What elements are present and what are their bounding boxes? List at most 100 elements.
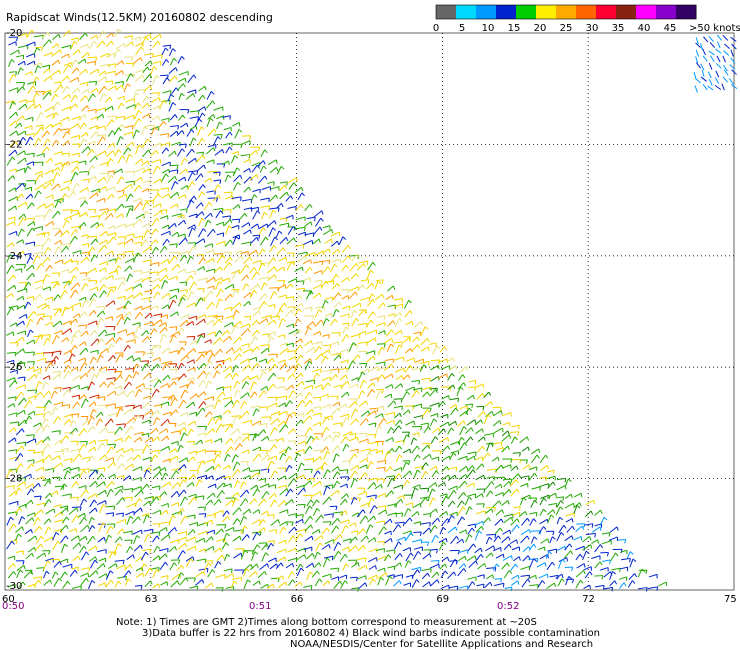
wind-barb-flag (466, 466, 469, 471)
wind-barb (115, 447, 123, 454)
wind-barb (150, 150, 157, 157)
wind-barb (36, 313, 45, 316)
wind-barb (70, 448, 80, 452)
wind-barb-flag (86, 105, 90, 110)
wind-barb-flag (218, 318, 222, 323)
wind-barb-flag (159, 34, 162, 39)
wind-barb (248, 149, 257, 157)
wind-barb (134, 498, 140, 507)
wind-barb (213, 315, 224, 318)
wind-barb (324, 238, 332, 244)
wind-barb-flag (173, 57, 177, 62)
wind-barb-flag (338, 402, 341, 407)
wind-barb-flag (71, 431, 74, 436)
wind-barb-flag (245, 498, 249, 503)
wind-barb-flag (238, 353, 242, 358)
wind-barb (213, 133, 223, 136)
wind-barb-flag (19, 507, 23, 512)
wind-barb-flag (176, 231, 180, 237)
wind-barb-flag (119, 354, 124, 358)
wind-barb-flag (300, 372, 304, 378)
wind-barb (414, 358, 424, 364)
wind-barb (304, 204, 311, 212)
wind-barb-flag (390, 427, 395, 431)
wind-barb (17, 304, 25, 310)
wind-barb (96, 354, 101, 364)
wind-barb-flag (147, 138, 151, 143)
wind-barb-flag (212, 114, 216, 119)
wind-barb (367, 382, 374, 389)
wind-barb (520, 535, 528, 544)
wind-barb-flag (292, 226, 297, 230)
wind-barb (239, 212, 246, 220)
wind-barb-flag (110, 158, 114, 162)
wind-barb-flag (425, 497, 429, 502)
wind-barb (268, 353, 278, 356)
wind-barb-flag (482, 392, 485, 397)
wind-barb (495, 491, 504, 497)
wind-barb-flag (121, 203, 125, 208)
wind-barb (207, 417, 213, 426)
wind-barb (223, 396, 232, 400)
wind-barb-flag (295, 177, 298, 182)
wind-barb (204, 380, 210, 389)
wind-barb (60, 245, 67, 253)
wind-barb (297, 462, 302, 473)
wind-barb-flag (56, 490, 59, 495)
wind-barb (350, 310, 355, 318)
wind-barb (251, 319, 257, 327)
wind-barb (340, 277, 349, 283)
wind-barb (123, 250, 134, 253)
wind-barb (117, 95, 125, 100)
wind-barb (351, 377, 359, 381)
wind-barb (369, 366, 378, 372)
wind-barb-flag (517, 473, 521, 478)
wind-barb (54, 81, 62, 84)
wind-barb-flag (528, 464, 531, 469)
wind-barb-flag (483, 475, 486, 480)
wind-barb (394, 521, 405, 524)
wind-barb-flag (112, 355, 116, 360)
wind-barb (106, 377, 116, 380)
wind-barb (540, 494, 550, 499)
wind-barb-flag (191, 227, 196, 231)
wind-barb (17, 32, 27, 38)
wind-barb-flag (240, 196, 242, 201)
wind-barb-flag (168, 534, 171, 539)
wind-barb (98, 70, 106, 76)
wind-barb-flag (150, 60, 153, 65)
wind-barb (412, 403, 422, 408)
wind-barb (60, 507, 67, 515)
wind-barb (25, 53, 35, 58)
wind-barb-flag (219, 363, 223, 368)
wind-barb (519, 475, 530, 479)
wind-barb-flag (55, 93, 59, 98)
wind-barb-flag (407, 508, 412, 512)
wind-barb-flag (238, 122, 241, 127)
wind-barb (96, 481, 105, 488)
wind-barb-flag (164, 472, 169, 477)
wind-barb (466, 394, 474, 400)
wind-barb-flag (298, 308, 302, 313)
wind-barb-flag (335, 273, 340, 278)
wind-barb (320, 461, 325, 470)
wind-barb (89, 480, 96, 488)
wind-barb (116, 316, 122, 326)
wind-barb (222, 510, 228, 517)
wind-barb-flag (370, 461, 375, 465)
wind-barb-flag (68, 153, 71, 158)
wind-barb-flag (39, 174, 44, 178)
wind-barb (312, 373, 318, 381)
wind-barb (33, 509, 42, 517)
wind-barb-flag (288, 446, 292, 451)
wind-barb (35, 535, 42, 544)
wind-barb-flag (157, 436, 160, 441)
wind-barb-flag (13, 485, 15, 490)
wind-barb-flag (428, 527, 432, 532)
wind-barb (428, 488, 433, 497)
wind-barb-flag (186, 320, 189, 325)
wind-barb (231, 218, 240, 221)
wind-barb-flag (266, 386, 269, 391)
wind-barb (169, 288, 179, 292)
wind-barb (77, 114, 85, 120)
